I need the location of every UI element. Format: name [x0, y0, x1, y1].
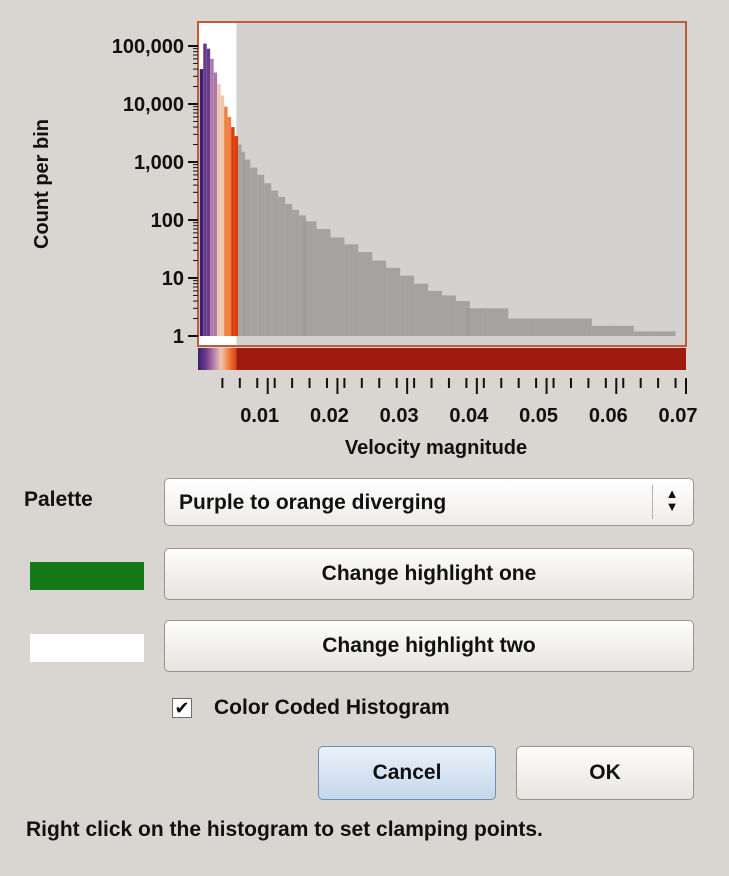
- histogram-bar: [271, 190, 279, 336]
- histogram-bar: [264, 183, 272, 336]
- histogram-bar: [330, 237, 345, 336]
- x-tick-label: 0.06: [589, 405, 628, 427]
- y-tick-label: 100: [151, 210, 184, 232]
- histogram-bar: [231, 127, 235, 336]
- y-tick-label: 1,000: [134, 152, 184, 174]
- up-down-chevron-icon: ▲ ▼: [665, 486, 679, 514]
- x-tick-label: 0.01: [240, 405, 279, 427]
- histogram-bar: [234, 136, 239, 336]
- x-axis-title: Velocity magnitude: [345, 437, 527, 459]
- histogram-bar: [227, 116, 232, 337]
- histogram-bar: [210, 58, 214, 337]
- histogram-bar: [285, 203, 293, 336]
- y-tick-label: 1: [173, 326, 184, 348]
- color-coded-histogram-label: Color Coded Histogram: [214, 696, 450, 719]
- y-tick-label: 10: [162, 268, 184, 290]
- histogram-bar: [302, 221, 317, 336]
- histogram-bar: [278, 196, 286, 336]
- histogram-bar: [633, 331, 655, 336]
- highlight-two-swatch: [30, 634, 144, 662]
- histogram-bar: [358, 252, 373, 336]
- histogram-bar: [550, 318, 571, 336]
- histogram-bar: [372, 260, 387, 336]
- histogram-bar: [466, 308, 488, 336]
- y-tick-label: 10,000: [123, 94, 184, 116]
- color-coded-histogram-checkbox[interactable]: ✔: [172, 698, 192, 718]
- histogram-bar: [508, 318, 530, 336]
- histogram-bar: [400, 275, 415, 336]
- highlight-one-swatch: [30, 562, 144, 590]
- histogram-bar: [206, 48, 211, 337]
- histogram-bar: [570, 318, 592, 336]
- histogram-bar: [529, 318, 551, 336]
- color-strip-clamped: [236, 348, 687, 370]
- histogram-bar: [224, 106, 228, 336]
- ok-button[interactable]: OK: [516, 746, 694, 800]
- histogram-bar: [217, 84, 221, 336]
- cancel-button[interactable]: Cancel: [318, 746, 496, 800]
- histogram-bar: [414, 283, 429, 336]
- y-axis-title: Count per bin: [31, 119, 53, 249]
- change-highlight-one-button[interactable]: Change highlight one: [164, 548, 694, 600]
- histogram-bar: [213, 72, 218, 336]
- x-tick-label: 0.03: [380, 405, 419, 427]
- color-strip-palette: [198, 348, 237, 370]
- histogram-bar: [386, 267, 401, 336]
- histogram-bar: [344, 244, 359, 336]
- histogram-bar: [316, 228, 331, 336]
- histogram-bar: [203, 43, 207, 337]
- histogram-bar: [243, 159, 251, 336]
- histogram-bar: [591, 325, 613, 336]
- y-tick-label: 100,000: [112, 36, 184, 58]
- histogram-bar: [654, 331, 676, 336]
- histogram-bar: [250, 167, 258, 336]
- histogram-bar: [428, 290, 442, 336]
- histogram-bar: [220, 95, 225, 337]
- histogram-bar: [442, 295, 456, 336]
- palette-dropdown[interactable]: Purple to orange diverging ▲ ▼: [164, 478, 694, 526]
- change-highlight-two-button[interactable]: Change highlight two: [164, 620, 694, 672]
- x-tick-label: 0.02: [310, 405, 349, 427]
- histogram-chart[interactable]: 1 10 100 1,000 10,000 100,000 Count per bin 0.0…: [0, 0, 729, 470]
- histogram-bar: [199, 69, 204, 337]
- histogram-bar: [487, 308, 509, 336]
- x-tick-label: 0.04: [449, 405, 489, 427]
- histogram-bar: [292, 209, 300, 336]
- dropdown-separator: [652, 485, 653, 519]
- x-tick-label: 0.05: [519, 405, 558, 427]
- histogram-bar: [257, 174, 265, 336]
- histogram-bar: [238, 144, 242, 336]
- plot-frame: [197, 21, 687, 347]
- palette-label: Palette: [24, 488, 93, 511]
- palette-selected-value: Purple to orange diverging: [179, 491, 447, 514]
- x-tick-label: 0.07: [659, 405, 698, 427]
- hint-text: Right click on the histogram to set clam…: [26, 818, 543, 841]
- histogram-bar: [612, 325, 634, 336]
